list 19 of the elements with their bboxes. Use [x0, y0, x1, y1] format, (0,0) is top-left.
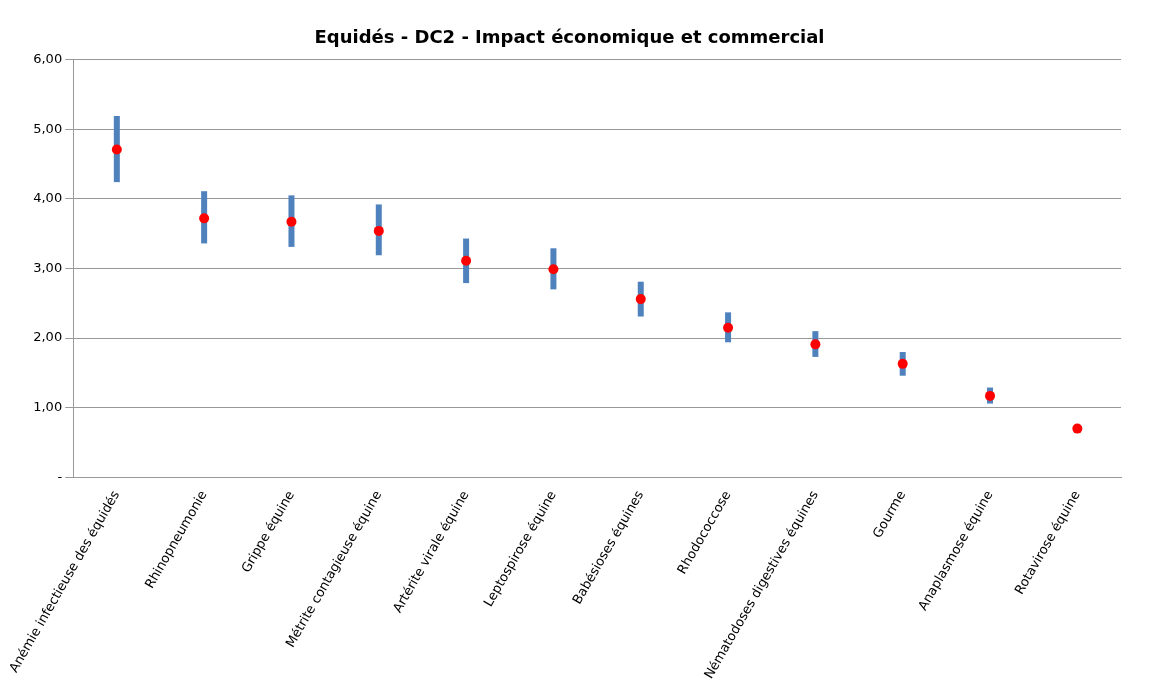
point	[897, 358, 908, 369]
y-tick-label: 4,00	[33, 190, 63, 206]
point	[1072, 423, 1083, 434]
point	[635, 294, 646, 305]
point	[373, 225, 384, 236]
chart-title: Equidés - DC2 - Impact économique et commercial	[314, 26, 825, 48]
point	[810, 339, 821, 350]
y-tick-label: 5,00	[33, 120, 63, 136]
y-tick-label: 2,00	[33, 329, 63, 345]
y-tick-label: 1,00	[33, 399, 63, 415]
point	[286, 216, 297, 227]
y-tick-label: -	[57, 468, 63, 484]
point	[199, 213, 210, 224]
point	[111, 144, 122, 155]
point	[548, 264, 559, 275]
point	[461, 255, 472, 266]
y-tick-label: 6,00	[33, 50, 63, 66]
point	[723, 322, 734, 333]
y-tick-label: 3,00	[33, 259, 63, 275]
